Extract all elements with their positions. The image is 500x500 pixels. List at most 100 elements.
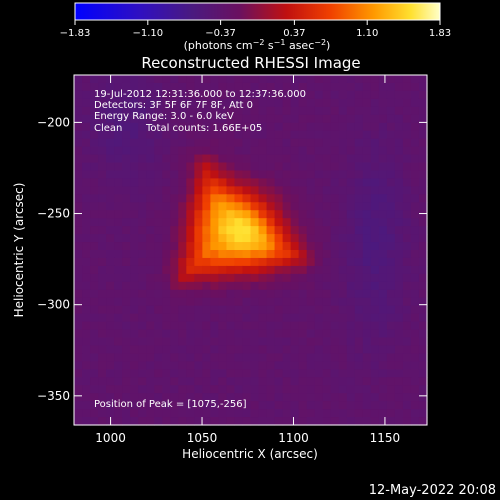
heatmap-cell	[354, 313, 364, 323]
heatmap-cell	[386, 329, 396, 339]
heatmap-cell	[178, 242, 187, 251]
heatmap-cell	[274, 122, 284, 132]
heatmap-cell	[202, 385, 211, 394]
heatmap-cell	[74, 401, 83, 410]
heatmap-cell	[74, 106, 83, 116]
heatmap-cell	[146, 369, 155, 378]
heatmap-cell	[234, 186, 244, 195]
heatmap-cell	[250, 218, 260, 227]
heatmap-cell	[106, 409, 115, 418]
heatmap-cell	[186, 417, 195, 426]
heatmap-cell	[154, 329, 163, 339]
heatmap-cell	[178, 417, 187, 426]
heatmap-cell	[378, 154, 388, 164]
heatmap-cell	[322, 106, 332, 116]
heatmap-cell	[370, 234, 380, 243]
heatmap-cell	[154, 162, 163, 172]
heatmap-cell	[290, 417, 300, 426]
heatmap-cell	[266, 305, 276, 315]
heatmap-cell	[250, 345, 260, 355]
heatmap-cell	[122, 210, 131, 219]
heatmap-cell	[170, 202, 179, 211]
heatmap-cell	[386, 114, 396, 124]
heatmap-cell	[74, 361, 83, 370]
heatmap-cell	[402, 178, 412, 187]
heatmap-cell	[114, 369, 123, 378]
heatmap-cell	[258, 146, 268, 156]
heatmap-cell	[90, 170, 99, 180]
heatmap-cell	[218, 417, 228, 426]
heatmap-cell	[258, 170, 268, 180]
heatmap-cell	[194, 281, 203, 291]
heatmap-cell	[386, 106, 396, 116]
heatmap-cell	[226, 345, 236, 355]
heatmap-cell	[258, 337, 268, 347]
heatmap-cell	[402, 226, 412, 235]
heatmap-cell	[242, 265, 252, 275]
heatmap-cell	[314, 377, 324, 386]
heatmap-cell	[314, 234, 324, 243]
heatmap-cell	[234, 178, 244, 187]
heatmap-cell	[98, 345, 107, 355]
heatmap-cell	[218, 273, 228, 283]
heatmap-cell	[258, 265, 268, 275]
heatmap-cell	[138, 90, 147, 100]
heatmap-cell	[218, 210, 228, 219]
heatmap-cell	[314, 218, 324, 227]
heatmap-cell	[194, 162, 203, 172]
heatmap-cell	[138, 289, 147, 299]
heatmap-cell	[290, 257, 300, 267]
heatmap-cell	[338, 82, 348, 92]
heatmap-cell	[170, 273, 179, 283]
heatmap-cell	[386, 242, 396, 251]
heatmap-cell	[130, 409, 139, 418]
heatmap-cell	[114, 401, 123, 410]
heatmap-cell	[370, 321, 380, 331]
heatmap-cell	[234, 281, 244, 291]
heatmap-cell	[306, 186, 316, 195]
heatmap-cell	[90, 409, 99, 418]
heatmap-cell	[250, 194, 260, 203]
heatmap-cell	[146, 265, 155, 275]
heatmap-cell	[394, 146, 404, 156]
heatmap-cell	[242, 226, 252, 235]
heatmap-cell	[314, 194, 324, 203]
heatmap-cell	[298, 186, 308, 195]
heatmap-cell	[386, 393, 396, 402]
heatmap-cell	[194, 146, 203, 156]
heatmap-cell	[362, 218, 372, 227]
heatmap-cell	[130, 337, 139, 347]
heatmap-cell	[338, 98, 348, 108]
method-annotation: Clean	[94, 123, 122, 134]
heatmap-cell	[162, 194, 171, 203]
heatmap-cell	[306, 321, 316, 331]
heatmap-cell	[346, 353, 356, 362]
heatmap-cell	[154, 90, 163, 100]
heatmap-cell	[258, 122, 268, 132]
heatmap-cell	[410, 98, 420, 108]
heatmap-cell	[138, 226, 147, 235]
heatmap-cell	[178, 162, 187, 172]
heatmap-cell	[378, 369, 388, 378]
heatmap-cell	[402, 82, 412, 92]
heatmap-cell	[234, 75, 244, 84]
heatmap-cell	[114, 75, 123, 84]
heatmap-cell	[410, 194, 420, 203]
heatmap-cell	[378, 202, 388, 211]
heatmap-cell	[298, 130, 308, 140]
heatmap-cell	[234, 321, 244, 331]
heatmap-cell	[154, 98, 163, 108]
heatmap-cell	[194, 321, 203, 331]
heatmap-cell	[122, 297, 131, 307]
heatmap-cell	[346, 265, 356, 275]
heatmap-cell	[378, 321, 388, 331]
heatmap-cell	[202, 98, 211, 108]
heatmap-cell	[282, 289, 292, 299]
heatmap-cell	[90, 202, 99, 211]
heatmap-cell	[74, 170, 83, 180]
heatmap-cell	[330, 289, 340, 299]
heatmap-cell	[114, 329, 123, 339]
heatmap-cell	[194, 337, 203, 347]
heatmap-cell	[122, 98, 131, 108]
heatmap-cell	[130, 321, 139, 331]
